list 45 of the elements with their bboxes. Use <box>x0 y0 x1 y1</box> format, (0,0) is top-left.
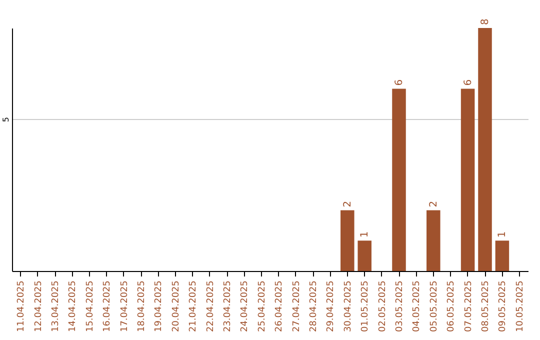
x-tick-label: 03.05.2025 <box>395 280 405 332</box>
x-tick-label: 26.04.2025 <box>274 280 285 332</box>
x-tick-label: 10.05.2025 <box>515 280 526 332</box>
x-tick-label: 06.05.2025 <box>446 280 457 332</box>
bar <box>340 210 354 271</box>
x-tick-label: 12.04.2025 <box>34 280 44 332</box>
x-tick-label: 16.04.2025 <box>102 280 113 332</box>
x-tick-label: 14.04.2025 <box>68 280 78 332</box>
x-tick-label: 13.04.2025 <box>51 280 61 332</box>
x-tick-label: 20.04.2025 <box>171 280 182 332</box>
x-tick-label: 17.04.2025 <box>120 280 130 332</box>
x-tick-label: 15.04.2025 <box>85 280 96 332</box>
bar <box>392 88 406 271</box>
x-tick-label: 30.04.2025 <box>343 280 354 332</box>
x-tick-label: 21.04.2025 <box>188 280 199 332</box>
x-tick-label: 23.04.2025 <box>223 280 233 332</box>
data-label: 6 <box>394 79 405 86</box>
bar <box>478 28 492 271</box>
x-tick-label: 22.04.2025 <box>206 280 216 332</box>
data-label: 2 <box>342 200 354 208</box>
data-label: 2 <box>428 200 440 208</box>
x-tick-label: 28.04.2025 <box>309 280 319 332</box>
x-tick-label: 08.05.2025 <box>481 280 491 332</box>
x-tick-label: 18.04.2025 <box>137 280 147 332</box>
x-tick-label: 19.04.2025 <box>154 280 164 332</box>
data-label: 8 <box>480 18 491 25</box>
x-tick-label: 11.04.2025 <box>16 280 27 332</box>
bar <box>460 88 475 271</box>
data-label: 1 <box>497 231 508 238</box>
x-tick-label: 07.05.2025 <box>464 280 474 332</box>
x-tick-label: 05.05.2025 <box>429 280 440 332</box>
x-tick-label: 09.05.2025 <box>498 280 508 332</box>
x-tick-label: 24.04.2025 <box>240 280 250 332</box>
x-tick-label: 29.04.2025 <box>326 280 336 332</box>
y-tick-label: 5 <box>2 117 10 122</box>
x-tick-label: 27.04.2025 <box>292 280 302 332</box>
x-tick-label: 01.05.2025 <box>360 280 371 332</box>
data-label: 1 <box>360 231 371 238</box>
bar <box>358 240 372 271</box>
data-label: 6 <box>462 79 474 86</box>
x-tick-label: 25.04.2025 <box>257 280 268 332</box>
x-tick-label: 02.05.2025 <box>378 280 388 332</box>
bar <box>426 210 440 271</box>
bar <box>495 240 510 271</box>
x-tick-label: 04.05.2025 <box>412 280 422 332</box>
